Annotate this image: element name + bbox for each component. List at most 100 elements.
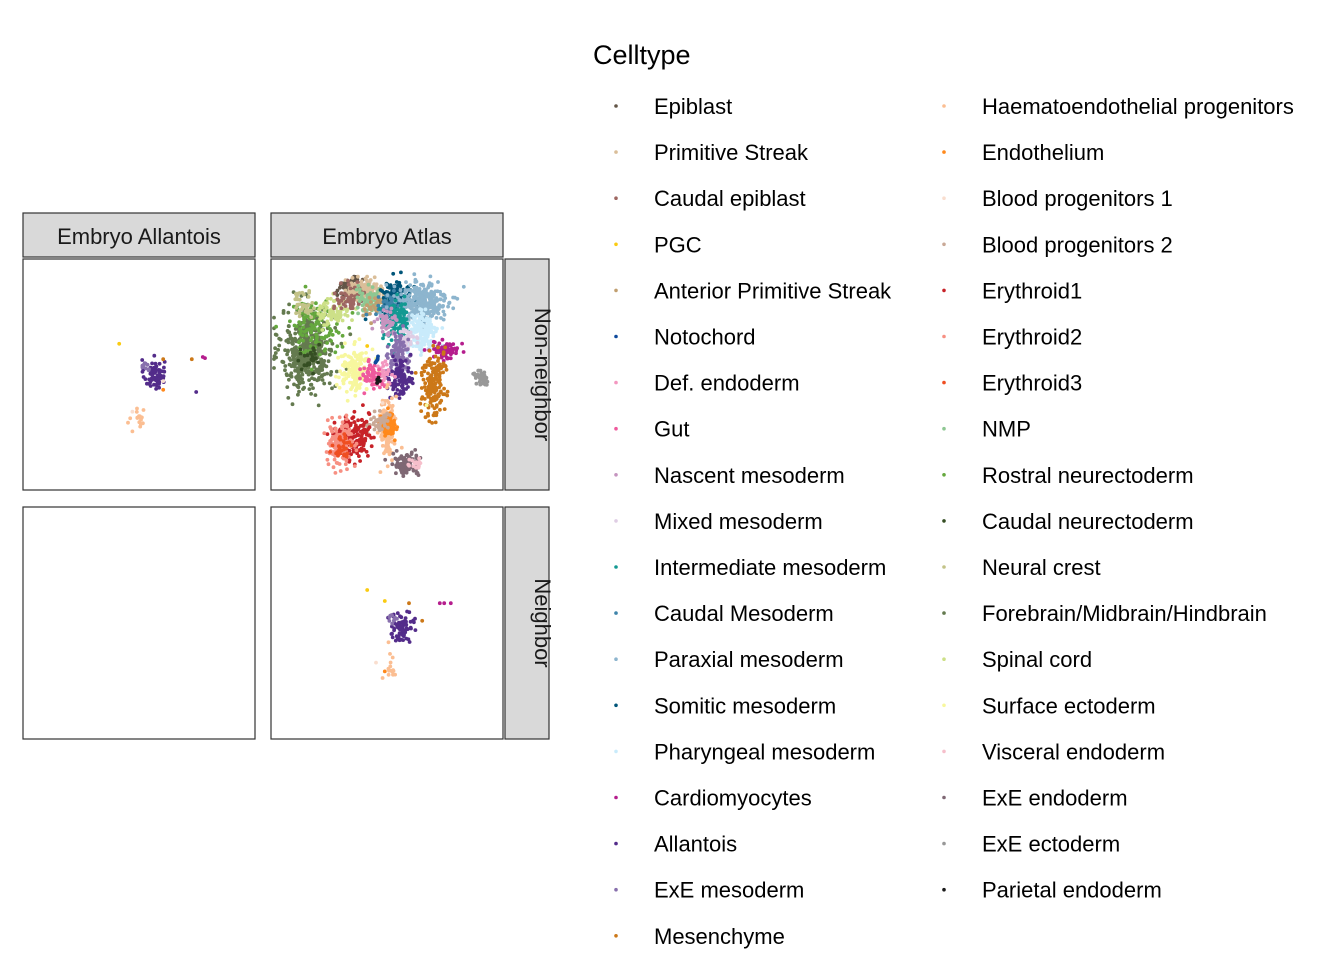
panel-allantois-non-neighbor	[22, 258, 256, 491]
point-allantois	[400, 628, 405, 633]
point-erythroid1	[352, 409, 357, 414]
point-allantois	[398, 389, 403, 394]
point-caudal-neurectoderm	[305, 353, 310, 358]
point-erythroid3	[344, 454, 349, 459]
point-def-endoderm	[382, 372, 387, 377]
point-paraxial-mesoderm	[414, 310, 419, 314]
point-exe-mesoderm	[395, 616, 399, 621]
point-pharyngeal-mesoderm	[440, 326, 445, 330]
point-blood-progenitors-2	[378, 419, 383, 424]
point-gut	[363, 378, 368, 383]
point-anterior-primitive-streak	[361, 313, 366, 318]
point-nmp	[374, 292, 379, 296]
point-allantois	[395, 388, 400, 392]
point-mixed-mesoderm	[404, 334, 409, 339]
point-forebrain-midbrain-hindbrain	[306, 341, 310, 346]
point-blood-progenitors-2	[374, 419, 379, 424]
point-forebrain-midbrain-hindbrain	[286, 348, 290, 353]
point-erythroid2	[343, 462, 348, 467]
point-allantois	[392, 628, 396, 633]
point-forebrain-midbrain-hindbrain	[305, 324, 310, 329]
point-neural-crest	[308, 309, 313, 313]
point-neural-crest	[310, 301, 315, 305]
point-allantois	[392, 381, 396, 385]
point-erythroid3	[337, 448, 341, 452]
legend-key-erythroid1	[942, 288, 946, 293]
point-paraxial-mesoderm	[384, 305, 389, 310]
point-cardiomyocytes	[447, 342, 452, 347]
point-neural-crest	[303, 309, 308, 314]
point-forebrain-midbrain-hindbrain	[272, 315, 276, 320]
point-caudal-epiblast	[351, 299, 356, 304]
legend-item-caudal-neurectoderm: Caudal neurectoderm	[942, 509, 1194, 534]
point-nascent-mesoderm	[380, 321, 385, 326]
point-paraxial-mesoderm	[412, 285, 417, 290]
point-primitive-streak	[361, 285, 365, 290]
point-erythroid1	[349, 452, 353, 457]
point-surface-ectoderm	[351, 383, 355, 388]
point-rostral-neurectoderm	[329, 328, 334, 333]
point-allantois	[151, 376, 156, 381]
point-paraxial-mesoderm	[428, 305, 433, 310]
point-nmp	[354, 287, 359, 292]
point-caudal-epiblast	[339, 298, 344, 303]
point-surface-ectoderm	[364, 351, 368, 355]
point-erythroid1	[369, 444, 374, 449]
point-erythroid2	[344, 458, 349, 463]
point-mesenchyme	[407, 601, 411, 606]
point-neural-crest	[294, 311, 298, 316]
point-paraxial-mesoderm	[409, 307, 414, 311]
point-surface-ectoderm	[354, 353, 359, 358]
point-surface-ectoderm	[348, 355, 352, 359]
legend-key-anterior-primitive-streak	[614, 288, 618, 293]
point-neural-crest	[297, 314, 302, 319]
legend-key-pharyngeal-mesoderm	[614, 749, 618, 754]
point-caudal-epiblast	[346, 278, 350, 283]
point-allantois	[413, 628, 418, 632]
legend-item-endothelium: Endothelium	[942, 140, 1104, 165]
point-endothelium	[382, 669, 387, 674]
point-forebrain-midbrain-hindbrain	[307, 378, 311, 382]
point-erythroid2	[344, 423, 349, 427]
point-gut	[371, 386, 376, 391]
point-surface-ectoderm	[424, 403, 429, 408]
point-pharyngeal-mesoderm	[418, 307, 422, 311]
point-exe-mesoderm	[389, 359, 394, 363]
point-primitive-streak	[365, 278, 369, 283]
point-allantois	[157, 368, 162, 373]
legend-key-exe-mesoderm	[614, 887, 618, 892]
legend-key-primitive-streak	[614, 150, 618, 154]
legend-label-nmp: NMP	[982, 417, 1031, 442]
point-rostral-neurectoderm	[317, 322, 321, 326]
point-haematoendothelial-progenitors	[130, 429, 135, 434]
point-pharyngeal-mesoderm	[415, 313, 420, 318]
point-allantois	[401, 380, 405, 385]
legend-item-surface-ectoderm: Surface ectoderm	[942, 693, 1156, 718]
point-spinal-cord	[319, 313, 324, 318]
point-rostral-neurectoderm	[340, 345, 345, 349]
point-surface-ectoderm	[348, 380, 352, 385]
point-haematoendothelial-progenitors	[399, 445, 404, 450]
point-mesenchyme	[434, 403, 439, 407]
point-def-endoderm	[380, 361, 385, 365]
point-erythroid3	[345, 440, 350, 445]
point-allantois	[140, 369, 145, 374]
point-allantois	[402, 374, 407, 378]
point-mesenchyme	[436, 345, 440, 350]
point-caudal-mesoderm	[376, 303, 381, 308]
point-cardiomyocytes	[440, 345, 444, 350]
point-exe-mesoderm	[393, 346, 398, 351]
point-forebrain-midbrain-hindbrain	[276, 347, 280, 352]
point-forebrain-midbrain-hindbrain	[286, 310, 291, 315]
point-erythroid2	[325, 418, 330, 423]
point-forebrain-midbrain-hindbrain	[348, 332, 353, 337]
point-mesenchyme	[419, 370, 424, 375]
point-caudal-neurectoderm	[310, 355, 315, 359]
point-forebrain-midbrain-hindbrain	[330, 386, 334, 391]
point-nmp	[371, 293, 375, 298]
point-exe-mesoderm	[399, 347, 403, 352]
point-exe-ectoderm	[483, 382, 488, 387]
point-mesenchyme	[425, 359, 430, 364]
legend-label-erythroid1: Erythroid1	[982, 278, 1082, 303]
